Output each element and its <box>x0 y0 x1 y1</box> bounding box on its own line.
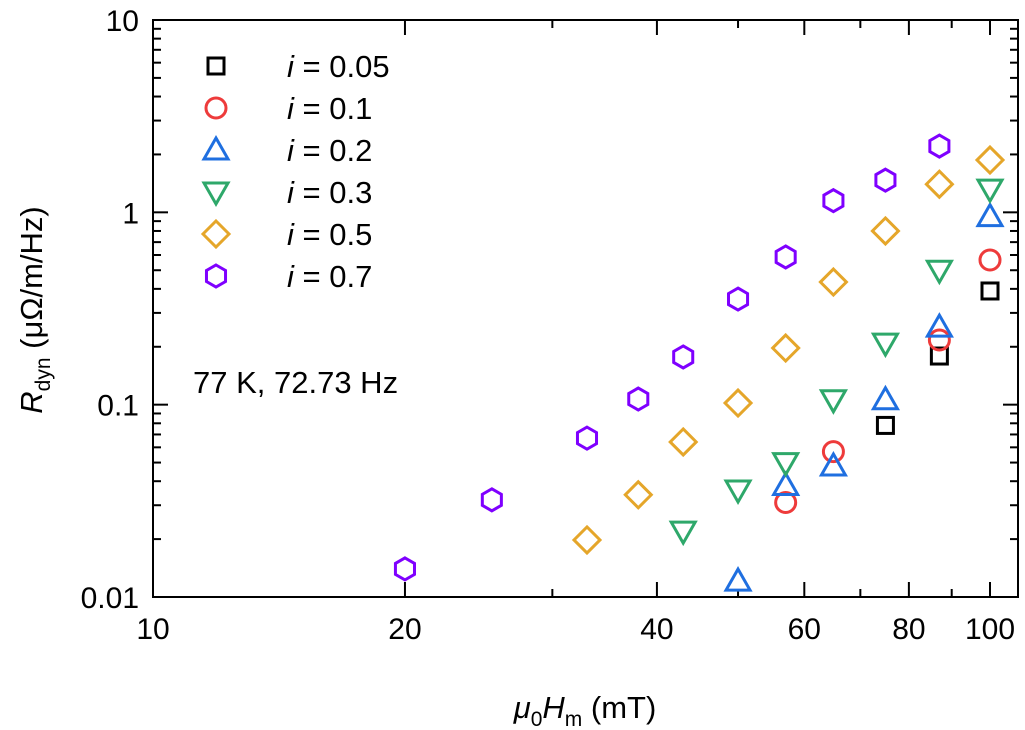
series-triangle-up <box>723 201 1005 592</box>
legend-marker-diamond <box>200 218 232 250</box>
data-point <box>928 133 951 159</box>
data-point <box>818 389 848 415</box>
data-point <box>393 556 416 582</box>
data-point <box>723 566 753 592</box>
data-point <box>870 332 901 359</box>
plot-frame <box>152 19 1019 598</box>
data-point <box>875 415 895 435</box>
data-point <box>924 312 954 338</box>
x-tick-label: 20 <box>388 613 421 646</box>
series-diamond <box>571 144 1006 556</box>
data-point <box>974 144 1006 176</box>
legend-marker-circle <box>204 96 228 120</box>
data-point <box>623 479 654 510</box>
series-square <box>875 281 1000 435</box>
legend-label: i = 0.7 <box>287 259 372 294</box>
x-tick-label: 100 <box>965 613 1015 646</box>
legend-label: i = 0.05 <box>287 49 390 84</box>
data-point <box>771 452 801 478</box>
data-point <box>822 187 845 214</box>
legend-item: i = 0.3 <box>201 175 372 210</box>
data-point <box>818 266 849 298</box>
annotation: 77 K, 72.73 Hz <box>193 365 398 400</box>
data-point <box>870 215 901 247</box>
legend-label: i = 0.1 <box>287 91 372 126</box>
data-point <box>924 169 955 200</box>
legend-item: i = 0.5 <box>200 217 372 252</box>
data-point <box>480 487 503 513</box>
series-hexagon <box>393 133 951 582</box>
legend-marker-hexagon <box>204 263 228 289</box>
legend: i = 0.05 i = 0.1 i = 0.2 i = 0.3 i = 0.5 i = … <box>200 49 390 294</box>
legend-marker-square <box>206 56 226 76</box>
x-tick-label: 40 <box>640 613 673 646</box>
series-circle <box>774 248 1002 514</box>
data-point <box>818 450 848 477</box>
x-tick-label: 10 <box>136 613 169 646</box>
legend-item: i = 0.7 <box>204 259 372 294</box>
data-point <box>924 259 954 286</box>
axis-ticks: 10 20 40 60 80 100 0.01 0.1 1 10 <box>81 5 1018 646</box>
y-tick-label: 10 <box>106 5 139 38</box>
data-point <box>723 479 753 506</box>
legend-item: i = 0.05 <box>206 49 390 84</box>
y-axis-title: Rdyn (μΩ/m/Hz) <box>14 206 55 413</box>
data-point <box>774 244 797 270</box>
legend-label: i = 0.3 <box>287 175 372 210</box>
data-point <box>774 490 798 514</box>
data-point <box>975 178 1005 205</box>
data-point <box>571 524 603 556</box>
data-point <box>627 386 650 412</box>
data-point <box>821 440 845 464</box>
x-axis-title: μ0Hm (mT) <box>513 690 657 730</box>
legend-item: i = 0.2 <box>201 133 372 168</box>
data-point <box>722 387 754 419</box>
data-point <box>927 328 951 352</box>
data-points <box>393 133 1006 592</box>
y-tick-label: 0.1 <box>97 390 139 423</box>
x-tick-label: 60 <box>788 613 821 646</box>
data-point <box>575 425 599 451</box>
legend-label: i = 0.5 <box>287 217 372 252</box>
data-point <box>870 384 901 411</box>
data-point <box>929 346 949 366</box>
data-point <box>770 332 801 364</box>
data-point <box>771 470 801 496</box>
legend-marker-triangle-down <box>201 181 231 208</box>
x-tick-label: 80 <box>892 613 925 646</box>
data-point <box>980 281 1000 301</box>
y-tick-label: 0.01 <box>81 582 139 615</box>
data-point <box>668 520 698 547</box>
data-point <box>978 248 1002 272</box>
data-point <box>874 167 897 193</box>
legend-marker-triangle-up <box>201 134 231 161</box>
data-point <box>668 426 699 458</box>
legend-item: i = 0.1 <box>204 91 372 126</box>
legend-label: i = 0.2 <box>287 133 372 168</box>
data-point <box>975 201 1005 228</box>
series-triangle-down <box>668 178 1005 547</box>
data-point <box>672 344 695 370</box>
data-point <box>727 286 750 312</box>
y-tick-label: 1 <box>122 197 139 230</box>
